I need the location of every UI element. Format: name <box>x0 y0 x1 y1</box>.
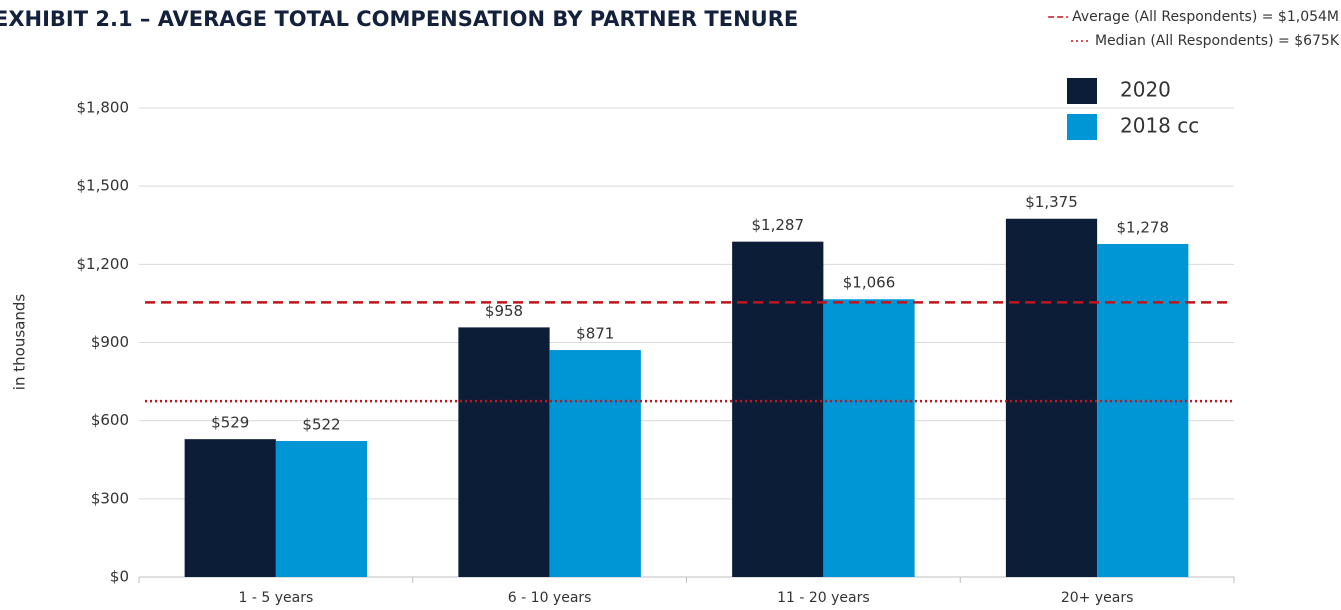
y-tick-label: $300 <box>91 489 129 507</box>
legend-swatch <box>1067 78 1097 104</box>
x-tick-label: 20+ years <box>1061 590 1134 606</box>
legend-swatch <box>1067 114 1097 140</box>
data-label: $1,287 <box>752 216 805 234</box>
y-tick-label: $900 <box>91 333 129 351</box>
reference-note: Median (All Respondents) = $675K <box>1095 33 1340 49</box>
bar <box>184 439 276 577</box>
y-tick-label: $1,800 <box>77 99 130 117</box>
data-label: $1,278 <box>1117 219 1170 237</box>
x-tick-label: 11 - 20 years <box>777 590 870 606</box>
bar <box>458 327 550 577</box>
legend-label: 2018 cc <box>1120 114 1199 138</box>
bar <box>549 350 641 577</box>
data-label: $529 <box>211 414 249 432</box>
data-label: $522 <box>302 415 340 433</box>
bar <box>1097 244 1189 577</box>
data-label: $1,066 <box>843 274 896 292</box>
y-tick-label: $1,500 <box>77 177 130 195</box>
data-label: $871 <box>576 325 614 343</box>
bar <box>823 299 915 577</box>
y-tick-label: $600 <box>91 411 129 429</box>
data-label: $1,375 <box>1025 193 1078 211</box>
x-tick-label: 6 - 10 years <box>508 590 592 606</box>
x-tick-label: 1 - 5 years <box>239 590 314 606</box>
y-axis-label: in thousands <box>11 294 29 391</box>
y-tick-label: $1,200 <box>77 255 130 273</box>
legend-label: 2020 <box>1120 78 1171 102</box>
y-tick-label: $0 <box>110 568 129 586</box>
bar <box>275 440 368 577</box>
chart-title: EXHIBIT 2.1 – AVERAGE TOTAL COMPENSATION… <box>0 7 798 31</box>
bar <box>732 241 824 578</box>
bar <box>1005 218 1098 577</box>
data-label: $958 <box>485 302 523 320</box>
reference-note: Average (All Respondents) = $1,054M <box>1072 9 1339 25</box>
